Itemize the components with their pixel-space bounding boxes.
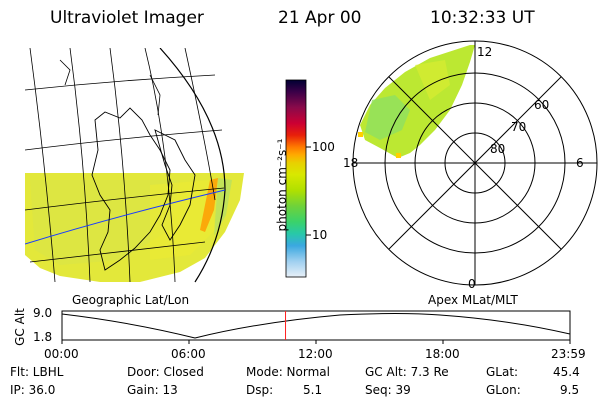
mlt-label-0: 0	[468, 277, 476, 291]
orbit-xtick-0: 00:00	[44, 347, 79, 361]
status-dsp-label: Dsp:	[246, 383, 274, 397]
terminator-line	[25, 189, 226, 245]
status-glat-value: 45.4	[553, 365, 580, 379]
status-ip: IP: 36.0	[10, 383, 56, 397]
mlt-label-12: 12	[477, 45, 493, 59]
orbit-axis-label: GC Alt	[13, 308, 27, 346]
lat-label-60: 60	[534, 98, 550, 112]
geographic-label: Geographic Lat/Lon	[72, 293, 190, 307]
status-filter: Flt: LBHL	[10, 365, 64, 379]
instrument-title: Ultraviolet Imager	[50, 8, 204, 28]
orbit-plot	[61, 310, 571, 344]
orbit-ytick-high: 9.0	[33, 306, 53, 320]
globe-limb	[159, 48, 226, 283]
colorbar-tick-10: 10	[312, 228, 328, 242]
orbit-xtick-2: 12:00	[298, 347, 333, 361]
status-glon-value: 9.5	[560, 383, 580, 397]
status-glon-label: GLon:	[486, 383, 521, 397]
polar-plot	[352, 40, 598, 286]
orbit-ytick-low: 1.8	[33, 330, 53, 344]
status-gc-alt: GC Alt: 7.3 Re	[365, 365, 449, 379]
lat-label-70: 70	[511, 120, 527, 134]
status-gain: Gain: 13	[127, 383, 178, 397]
mlt-label-18: 18	[343, 156, 359, 170]
orbit-xtick-1: 06:00	[171, 347, 206, 361]
status-door: Door: Closed	[127, 365, 204, 379]
mlt-label-6: 6	[576, 156, 584, 170]
colorbar-unit-label: photon cm⁻²s⁻¹	[275, 138, 289, 232]
status-dsp-value: 5.1	[303, 383, 323, 397]
status-mode: Mode: Normal	[246, 365, 330, 379]
colorbar-tick-100: 100	[312, 140, 335, 154]
lat-label-80: 80	[490, 142, 506, 156]
observation-time: 10:32:33 UT	[430, 8, 535, 28]
colorbar	[285, 79, 311, 278]
orbit-xtick-3: 18:00	[425, 347, 460, 361]
altitude-curve	[61, 313, 571, 339]
orbit-xtick-4: 23:59	[551, 347, 586, 361]
status-glat-label: GLat:	[486, 365, 519, 379]
apex-label: Apex MLat/MLT	[428, 293, 518, 307]
observation-date: 21 Apr 00	[278, 8, 362, 28]
status-seq: Seq: 39	[365, 383, 411, 397]
coastline	[91, 107, 171, 271]
